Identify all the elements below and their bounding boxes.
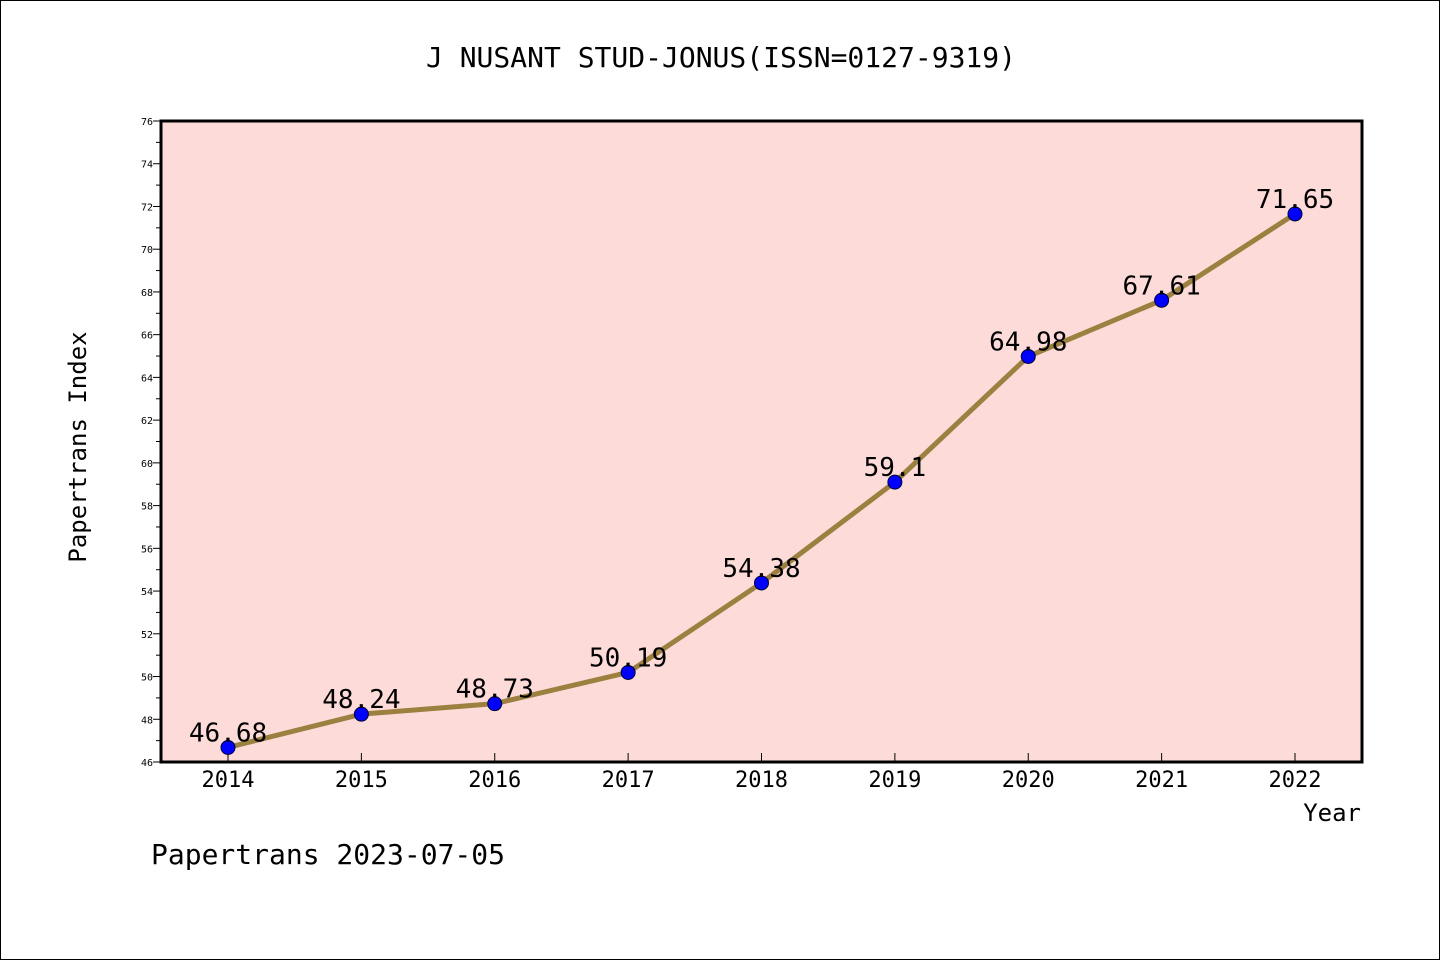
x-tick-label: 2021 <box>1135 768 1188 793</box>
data-labels-layer: 46.68 48.24 48.73 50.19 54.38 59.1 64.98 67.61 7… <box>189 185 1334 749</box>
data-point <box>1020 348 1036 364</box>
data-point <box>220 739 236 755</box>
data-point <box>620 664 636 680</box>
data-point <box>1287 206 1303 222</box>
y-axis-label: Papertrans Index <box>64 331 92 562</box>
data-label: 64.98 <box>989 327 1067 357</box>
y-tick-label: 48 <box>141 715 153 726</box>
x-tick-label: 2018 <box>735 768 788 793</box>
footer-text: Papertrans 2023-07-05 <box>151 838 505 871</box>
x-tick-label: 2020 <box>1002 768 1055 793</box>
x-tick-label: 2019 <box>868 768 921 793</box>
y-tick-label: 66 <box>141 331 153 342</box>
y-tick-label: 46 <box>141 758 153 769</box>
x-tick-label: 2017 <box>602 768 655 793</box>
data-label: 50.19 <box>589 643 667 673</box>
x-tick-label: 2016 <box>468 768 521 793</box>
data-label: 48.24 <box>322 685 400 715</box>
y-tick-label: 54 <box>141 587 153 598</box>
data-label: 71.65 <box>1256 185 1334 215</box>
y-tick-label: 72 <box>141 202 153 213</box>
y-tick-label: 58 <box>141 502 153 513</box>
data-label: 48.73 <box>456 675 534 705</box>
y-tick-label: 60 <box>141 459 153 470</box>
data-label: 59.1 <box>864 453 927 483</box>
data-point <box>487 696 503 712</box>
y-tick-label: 76 <box>141 117 153 128</box>
data-point <box>887 474 903 490</box>
chart-title: J NUSANT STUD-JONUS(ISSN=0127-9319) <box>426 41 1016 74</box>
y-tick-label: 52 <box>141 630 153 641</box>
x-tick-label: 2014 <box>202 768 255 793</box>
y-tick-label: 50 <box>141 673 153 684</box>
y-tick-label: 68 <box>141 288 153 299</box>
x-tick-label: 2015 <box>335 768 388 793</box>
data-point <box>754 575 769 591</box>
data-point <box>1154 292 1170 308</box>
series-layer <box>220 206 1303 755</box>
y-tick-label: 56 <box>141 544 153 555</box>
data-label: 54.38 <box>722 554 800 584</box>
data-label: 67.61 <box>1122 271 1200 301</box>
x-axis-label: Year <box>1303 799 1361 827</box>
y-tick-label: 70 <box>141 245 153 256</box>
x-axis: 2014 2015 2016 2017 2018 2019 2020 2021 2022 <box>202 753 1322 793</box>
y-tick-label: 74 <box>141 160 153 171</box>
data-label: 46.68 <box>189 718 267 748</box>
y-tick-label: 64 <box>141 373 153 384</box>
plot-area <box>159 119 1364 764</box>
y-tick-label: 62 <box>141 416 153 427</box>
y-axis: 46 48 50 52 54 56 58 60 62 64 66 68 70 72 74 76 <box>141 117 161 769</box>
data-point <box>353 706 369 722</box>
x-tick-label: 2022 <box>1269 768 1322 793</box>
